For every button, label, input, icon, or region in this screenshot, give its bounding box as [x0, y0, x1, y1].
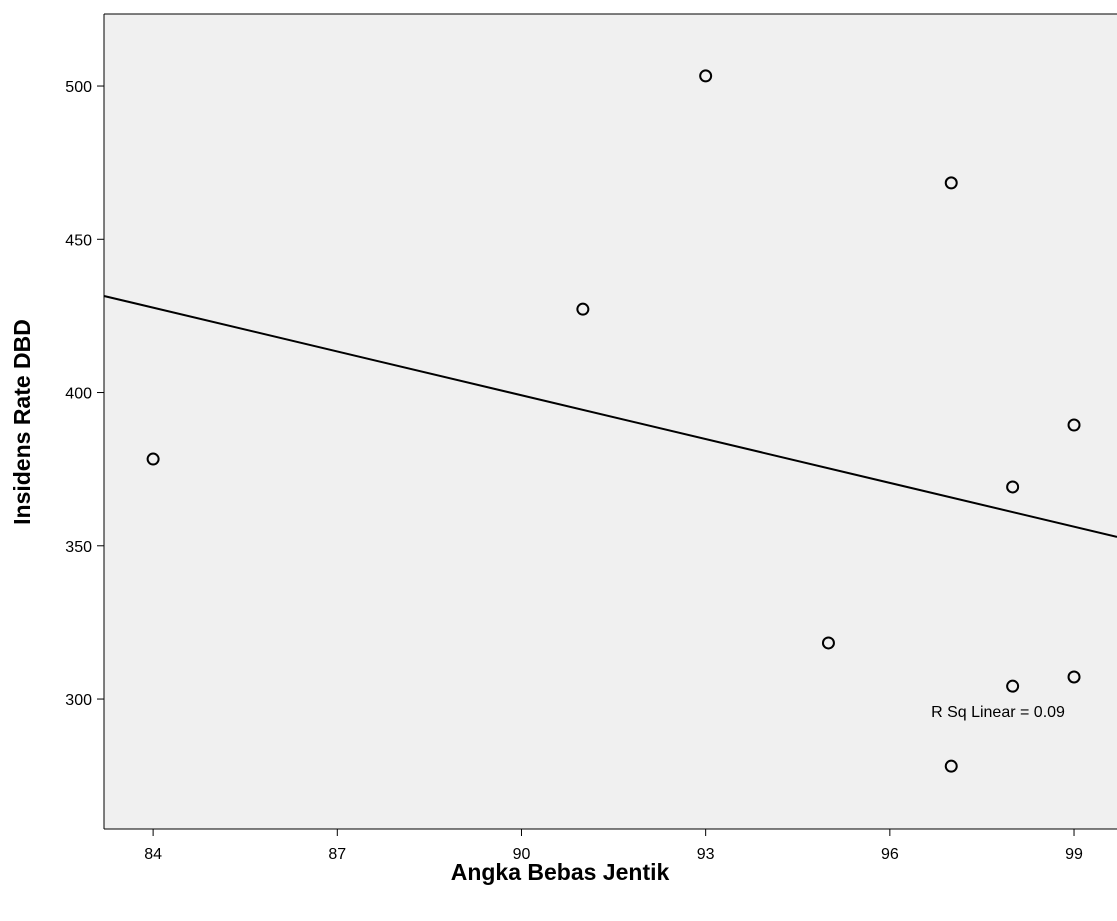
- y-axis-label: Insidens Rate DBD: [9, 319, 35, 525]
- y-tick-label: 450: [65, 232, 92, 249]
- x-tick-label: 87: [328, 846, 346, 863]
- x-tick-label: 93: [697, 846, 715, 863]
- y-tick-label: 350: [65, 539, 92, 556]
- x-tick-label: 90: [513, 846, 531, 863]
- chart: Angka Bebas Jentik Insidens Rate DBD 300…: [0, 0, 1117, 921]
- annotation: R Sq Linear = 0.09: [931, 704, 1065, 721]
- x-tick-label: 84: [144, 846, 162, 863]
- x-axis-label: Angka Bebas Jentik: [451, 859, 670, 885]
- y-tick-label: 400: [65, 386, 92, 403]
- x-tick-label: 99: [1065, 846, 1083, 863]
- page: {"chart_data": { "type": "scatter", "x_l…: [0, 0, 1117, 921]
- x-tick-label: 96: [881, 846, 899, 863]
- y-tick-label: 500: [65, 79, 92, 96]
- y-tick-label: 300: [65, 692, 92, 709]
